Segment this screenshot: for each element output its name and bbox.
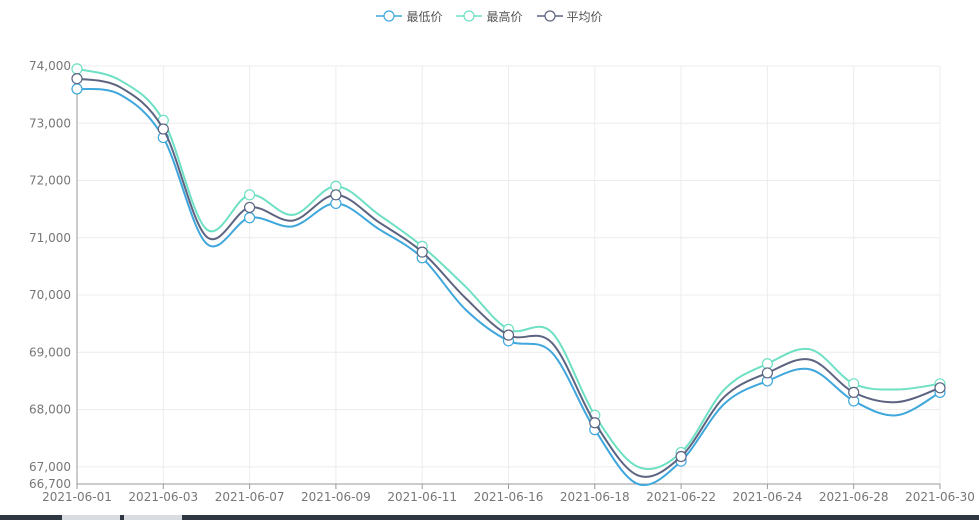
x-tick-label: 2021-06-16 bbox=[474, 490, 544, 504]
chart-legend: 最低价 最高价 平均价 bbox=[0, 6, 979, 26]
data-point-avg bbox=[502, 329, 515, 341]
data-point-avg bbox=[416, 246, 428, 258]
x-tick-label: 2021-06-22 bbox=[646, 490, 716, 504]
data-point-high bbox=[71, 63, 83, 75]
x-tick-label: 2021-06-03 bbox=[128, 490, 198, 504]
data-point-avg bbox=[244, 201, 256, 214]
legend-item-avg[interactable]: 平均价 bbox=[536, 8, 603, 25]
x-tick-label: 2021-06-11 bbox=[387, 490, 457, 504]
data-point-avg bbox=[675, 450, 687, 463]
legend-label-high: 最高价 bbox=[486, 9, 523, 24]
x-tick-label: 2021-06-07 bbox=[215, 490, 285, 504]
x-tick-label: 2021-06-30 bbox=[905, 490, 975, 504]
legend-marker-low-icon bbox=[376, 9, 403, 23]
legend-item-low[interactable]: 最低价 bbox=[376, 8, 442, 25]
data-point-low bbox=[244, 212, 256, 224]
legend-label-avg: 平均价 bbox=[566, 9, 603, 24]
y-tick-label: 71,000 bbox=[29, 231, 71, 245]
data-point-avg bbox=[330, 189, 342, 201]
x-tick-label: 2021-06-18 bbox=[560, 490, 630, 504]
data-point-avg bbox=[848, 386, 860, 398]
data-point-low bbox=[71, 83, 83, 95]
data-point-high bbox=[761, 358, 774, 370]
y-tick-label: 72,000 bbox=[29, 174, 71, 188]
taskbar-tab[interactable] bbox=[62, 515, 120, 520]
y-tick-label: 69,000 bbox=[29, 345, 71, 359]
y-tick-label: 74,000 bbox=[29, 59, 71, 73]
x-tick-label: 2021-06-01 bbox=[42, 490, 112, 504]
y-tick-label: 70,000 bbox=[29, 288, 71, 302]
legend-marker-high-icon bbox=[456, 9, 483, 23]
data-point-avg bbox=[157, 123, 169, 135]
y-tick-label: 73,000 bbox=[29, 116, 71, 130]
y-tick-label: 66,700 bbox=[29, 477, 71, 491]
taskbar-strip bbox=[0, 515, 979, 520]
data-point-avg bbox=[934, 382, 946, 394]
legend-label-low: 最低价 bbox=[406, 9, 443, 24]
y-tick-label: 67,000 bbox=[29, 460, 71, 474]
data-point-avg bbox=[589, 417, 601, 429]
legend-marker-avg-icon bbox=[536, 9, 563, 23]
data-point-high bbox=[244, 189, 256, 201]
x-tick-label: 2021-06-09 bbox=[301, 490, 371, 504]
x-tick-label: 2021-06-28 bbox=[819, 490, 889, 504]
legend-item-high[interactable]: 最高价 bbox=[456, 8, 523, 25]
y-tick-label: 68,000 bbox=[29, 403, 71, 417]
x-tick-label: 2021-06-24 bbox=[733, 490, 803, 504]
data-point-avg bbox=[71, 72, 83, 85]
data-point-avg bbox=[761, 367, 774, 379]
taskbar-tab[interactable] bbox=[124, 515, 182, 520]
